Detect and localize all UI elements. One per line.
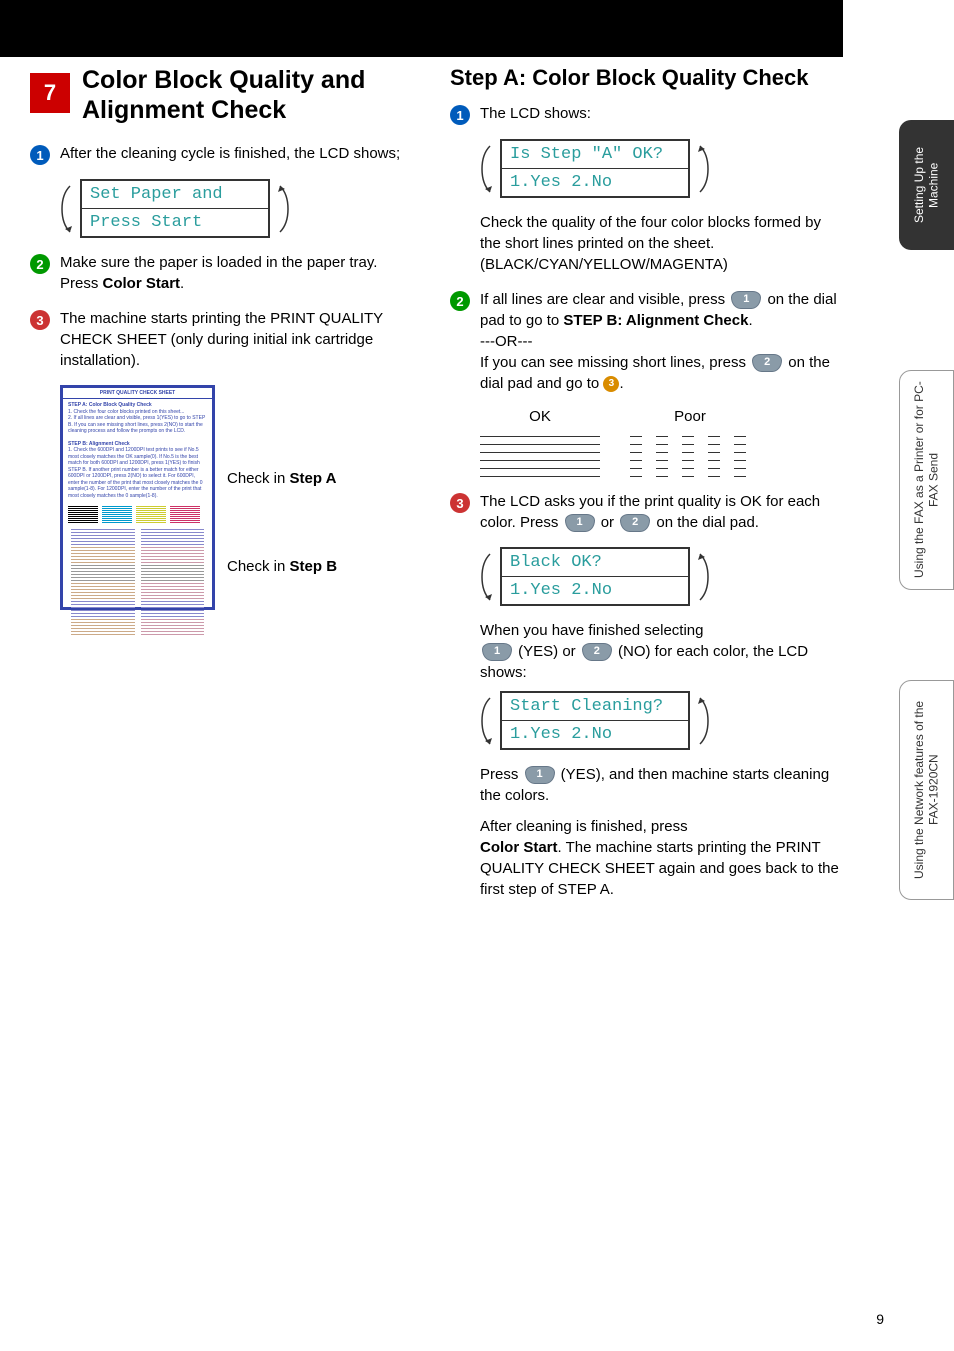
bullet-a2-text: If all lines are clear and visible, pres… bbox=[480, 289, 840, 394]
print-sheet-row: PRINT QUALITY CHECK SHEET STEP A: Color … bbox=[60, 385, 420, 610]
step-a-label: Step A: bbox=[450, 65, 526, 91]
lcd-display-a3: Start Cleaning? 1.Yes 2.No bbox=[480, 691, 840, 750]
bullet-2-text: Make sure the paper is loaded in the pap… bbox=[60, 252, 420, 294]
lcd-box: Start Cleaning? 1.Yes 2.No bbox=[500, 691, 690, 750]
ref-3-icon: 3 bbox=[603, 376, 619, 392]
sheet-color-blocks bbox=[63, 502, 212, 526]
lcd-line: Is Step "A" OK? bbox=[502, 141, 688, 168]
ok-column: OK bbox=[480, 408, 600, 477]
bullet-2: 2 Make sure the paper is loaded in the p… bbox=[30, 252, 420, 294]
lcd-right-arrow bbox=[696, 696, 710, 746]
bullet-a1-after: Check the quality of the four color bloc… bbox=[480, 212, 840, 275]
bullet-1-text: After the cleaning cycle is finished, th… bbox=[60, 143, 420, 164]
print-quality-sheet: PRINT QUALITY CHECK SHEET STEP A: Color … bbox=[60, 385, 215, 610]
bullet-num-3: 3 bbox=[450, 493, 470, 513]
lcd-line: Set Paper and bbox=[82, 181, 268, 208]
block-magenta bbox=[170, 505, 200, 523]
lcd-display-a2: Black OK? 1.Yes 2.No bbox=[480, 547, 840, 606]
lcd-line: 1.Yes 2.No bbox=[502, 720, 688, 748]
lcd-line: Start Cleaning? bbox=[502, 693, 688, 720]
bullet-a3-d: When you have finished selecting 1 (YES)… bbox=[480, 620, 840, 683]
lcd-right-arrow bbox=[696, 144, 710, 194]
tab-fax-printer[interactable]: Using the FAX as a Printer or for PC-FAX… bbox=[899, 370, 954, 590]
key-1-icon: 1 bbox=[731, 291, 761, 309]
bullet-a3-text: The LCD asks you if the print quality is… bbox=[480, 491, 840, 533]
main-content: 7 Color Block Quality and Alignment Chec… bbox=[30, 65, 840, 900]
bullet-num-1: 1 bbox=[450, 105, 470, 125]
lcd-box: Set Paper and Press Start bbox=[80, 179, 270, 238]
right-column: Step A: Color Block Quality Check 1 The … bbox=[450, 65, 840, 900]
lcd-display-1: Set Paper and Press Start bbox=[60, 179, 420, 238]
section-title: Color Block Quality and Alignment Check bbox=[82, 65, 420, 125]
lcd-line: Black OK? bbox=[502, 549, 688, 576]
lcd-right-arrow bbox=[276, 184, 290, 234]
check-step-b: Check in Step B bbox=[227, 558, 337, 575]
tab-network-features[interactable]: Using the Network features of the FAX-19… bbox=[899, 680, 954, 900]
tab-setting-up[interactable]: Setting Up the Machine bbox=[899, 120, 954, 250]
lcd-left-arrow bbox=[480, 696, 494, 746]
poor-sample bbox=[630, 429, 750, 477]
key-2-icon: 2 bbox=[752, 354, 782, 372]
bullet-a3-i: After cleaning is finished, press Color … bbox=[480, 816, 840, 900]
bullet-num-1: 1 bbox=[30, 145, 50, 165]
page-number: 9 bbox=[876, 1311, 884, 1327]
lcd-right-arrow bbox=[696, 552, 710, 602]
step-a-header: Step A: Color Block Quality Check bbox=[450, 65, 840, 91]
block-yellow bbox=[136, 505, 166, 523]
section-number-box: 7 bbox=[30, 73, 70, 113]
poor-column: Poor bbox=[630, 408, 750, 477]
bullet-1: 1 After the cleaning cycle is finished, … bbox=[30, 143, 420, 165]
check-step-a: Check in Step A bbox=[227, 470, 337, 487]
bullet-a1-text: The LCD shows: bbox=[480, 103, 840, 124]
lcd-line: 1.Yes 2.No bbox=[502, 168, 688, 196]
block-black bbox=[68, 505, 98, 523]
lcd-box: Is Step "A" OK? 1.Yes 2.No bbox=[500, 139, 690, 198]
lcd-box: Black OK? 1.Yes 2.No bbox=[500, 547, 690, 606]
bullet-num-3: 3 bbox=[30, 310, 50, 330]
lcd-display-a1: Is Step "A" OK? 1.Yes 2.No bbox=[480, 139, 840, 198]
check-labels: Check in Step A Check in Step B bbox=[215, 385, 337, 610]
section-header: 7 Color Block Quality and Alignment Chec… bbox=[30, 65, 420, 125]
key-1-icon: 1 bbox=[525, 766, 555, 784]
bullet-a3: 3 The LCD asks you if the print quality … bbox=[450, 491, 840, 533]
lcd-left-arrow bbox=[480, 552, 494, 602]
sheet-alignment-grid bbox=[63, 526, 212, 638]
lcd-line: 1.Yes 2.No bbox=[502, 576, 688, 604]
bullet-num-2: 2 bbox=[30, 254, 50, 274]
bullet-3-text: The machine starts printing the PRINT QU… bbox=[60, 308, 420, 371]
bullet-a3-g: Press 1 (YES), and then machine starts c… bbox=[480, 764, 840, 806]
lcd-line: Press Start bbox=[82, 208, 268, 236]
bullet-num-2: 2 bbox=[450, 291, 470, 311]
lcd-left-arrow bbox=[60, 184, 74, 234]
key-1-icon: 1 bbox=[482, 643, 512, 661]
bullet-3: 3 The machine starts printing the PRINT … bbox=[30, 308, 420, 371]
key-2-icon: 2 bbox=[582, 643, 612, 661]
key-1-icon: 1 bbox=[565, 514, 595, 532]
step-a-title: Color Block Quality Check bbox=[532, 65, 808, 91]
lcd-left-arrow bbox=[480, 144, 494, 194]
sheet-text: STEP B: Alignment Check 1. Check the 600… bbox=[63, 438, 212, 503]
left-column: 7 Color Block Quality and Alignment Chec… bbox=[30, 65, 420, 900]
key-2-icon: 2 bbox=[620, 514, 650, 532]
top-black-banner bbox=[0, 0, 843, 57]
ok-sample bbox=[480, 429, 600, 477]
sheet-title: PRINT QUALITY CHECK SHEET bbox=[63, 388, 212, 399]
bullet-a1: 1 The LCD shows: bbox=[450, 103, 840, 125]
bullet-a2: 2 If all lines are clear and visible, pr… bbox=[450, 289, 840, 394]
sheet-text: STEP A: Color Block Quality Check 1. Che… bbox=[63, 399, 212, 438]
block-cyan bbox=[102, 505, 132, 523]
side-tabs: Setting Up the Machine Using the FAX as … bbox=[899, 0, 954, 1351]
ok-poor-compare: OK Poor bbox=[480, 408, 840, 477]
